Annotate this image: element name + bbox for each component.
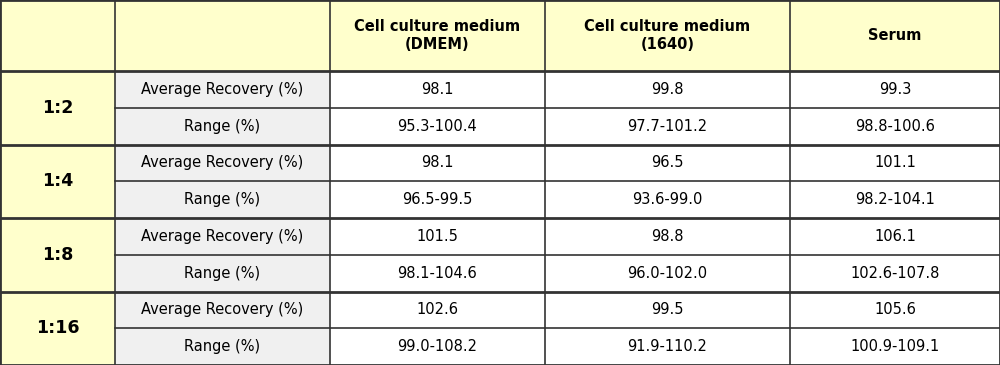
Bar bbox=[330, 71, 545, 108]
Text: 99.8: 99.8 bbox=[651, 82, 684, 97]
Text: Average Recovery (%): Average Recovery (%) bbox=[141, 82, 304, 97]
Bar bbox=[0, 0, 115, 71]
Bar bbox=[545, 0, 790, 71]
Text: Range (%): Range (%) bbox=[184, 266, 261, 281]
Bar bbox=[545, 108, 790, 145]
Text: 102.6: 102.6 bbox=[416, 303, 458, 318]
Bar bbox=[115, 181, 330, 218]
Bar bbox=[115, 0, 330, 71]
Text: Serum: Serum bbox=[868, 28, 922, 43]
Bar bbox=[330, 328, 545, 365]
Text: 98.1-104.6: 98.1-104.6 bbox=[398, 266, 477, 281]
Bar bbox=[330, 108, 545, 145]
Bar bbox=[115, 218, 330, 255]
Bar bbox=[115, 328, 330, 365]
Text: Range (%): Range (%) bbox=[184, 192, 261, 207]
Bar bbox=[0, 145, 115, 181]
Bar bbox=[0, 181, 115, 218]
Bar bbox=[330, 255, 545, 292]
Text: 93.6-99.0: 93.6-99.0 bbox=[632, 192, 703, 207]
Text: 1:8: 1:8 bbox=[42, 246, 73, 264]
Bar bbox=[330, 292, 545, 328]
Text: 99.0-108.2: 99.0-108.2 bbox=[398, 339, 478, 354]
Bar bbox=[790, 108, 1000, 145]
Text: 98.8-100.6: 98.8-100.6 bbox=[855, 119, 935, 134]
Bar bbox=[0, 292, 115, 328]
Text: 101.5: 101.5 bbox=[417, 229, 458, 244]
Bar bbox=[545, 328, 790, 365]
Text: 1:4: 1:4 bbox=[42, 172, 73, 191]
Bar bbox=[545, 218, 790, 255]
Bar bbox=[790, 0, 1000, 71]
Text: Range (%): Range (%) bbox=[184, 119, 261, 134]
Text: 99.3: 99.3 bbox=[879, 82, 911, 97]
Bar bbox=[790, 145, 1000, 181]
Text: 98.8: 98.8 bbox=[651, 229, 684, 244]
Bar bbox=[0, 218, 115, 255]
Text: 98.1: 98.1 bbox=[421, 82, 454, 97]
Text: 97.7-101.2: 97.7-101.2 bbox=[627, 119, 708, 134]
Text: 100.9-109.1: 100.9-109.1 bbox=[850, 339, 940, 354]
Bar bbox=[790, 255, 1000, 292]
Bar bbox=[790, 218, 1000, 255]
Bar bbox=[790, 328, 1000, 365]
Bar bbox=[330, 181, 545, 218]
Text: Cell culture medium
(1640): Cell culture medium (1640) bbox=[584, 19, 751, 52]
Text: 96.5-99.5: 96.5-99.5 bbox=[402, 192, 473, 207]
Text: Average Recovery (%): Average Recovery (%) bbox=[141, 155, 304, 170]
Bar bbox=[545, 292, 790, 328]
Bar bbox=[330, 0, 545, 71]
Bar bbox=[790, 71, 1000, 108]
Text: 98.1: 98.1 bbox=[421, 155, 454, 170]
Text: 1:16: 1:16 bbox=[36, 319, 79, 337]
Text: 99.5: 99.5 bbox=[651, 303, 684, 318]
Bar bbox=[330, 218, 545, 255]
Text: 105.6: 105.6 bbox=[874, 303, 916, 318]
Bar bbox=[545, 255, 790, 292]
Bar bbox=[330, 145, 545, 181]
Bar bbox=[115, 71, 330, 108]
Text: Range (%): Range (%) bbox=[184, 339, 261, 354]
Text: 106.1: 106.1 bbox=[874, 229, 916, 244]
Text: 102.6-107.8: 102.6-107.8 bbox=[850, 266, 940, 281]
Bar bbox=[0, 108, 115, 145]
Bar bbox=[790, 181, 1000, 218]
Text: 96.5: 96.5 bbox=[651, 155, 684, 170]
Text: Cell culture medium
(DMEM): Cell culture medium (DMEM) bbox=[354, 19, 521, 52]
Text: 101.1: 101.1 bbox=[874, 155, 916, 170]
Bar bbox=[0, 71, 115, 108]
Bar bbox=[790, 292, 1000, 328]
Bar bbox=[115, 292, 330, 328]
Bar bbox=[0, 328, 115, 365]
Bar bbox=[115, 108, 330, 145]
Bar bbox=[115, 145, 330, 181]
Bar bbox=[545, 145, 790, 181]
Bar bbox=[545, 71, 790, 108]
Text: 96.0-102.0: 96.0-102.0 bbox=[627, 266, 708, 281]
Text: 95.3-100.4: 95.3-100.4 bbox=[398, 119, 477, 134]
Text: 1:2: 1:2 bbox=[42, 99, 73, 117]
Bar bbox=[115, 255, 330, 292]
Text: 98.2-104.1: 98.2-104.1 bbox=[855, 192, 935, 207]
Bar bbox=[545, 181, 790, 218]
Text: Average Recovery (%): Average Recovery (%) bbox=[141, 229, 304, 244]
Text: Average Recovery (%): Average Recovery (%) bbox=[141, 303, 304, 318]
Bar bbox=[0, 255, 115, 292]
Text: 91.9-110.2: 91.9-110.2 bbox=[628, 339, 707, 354]
